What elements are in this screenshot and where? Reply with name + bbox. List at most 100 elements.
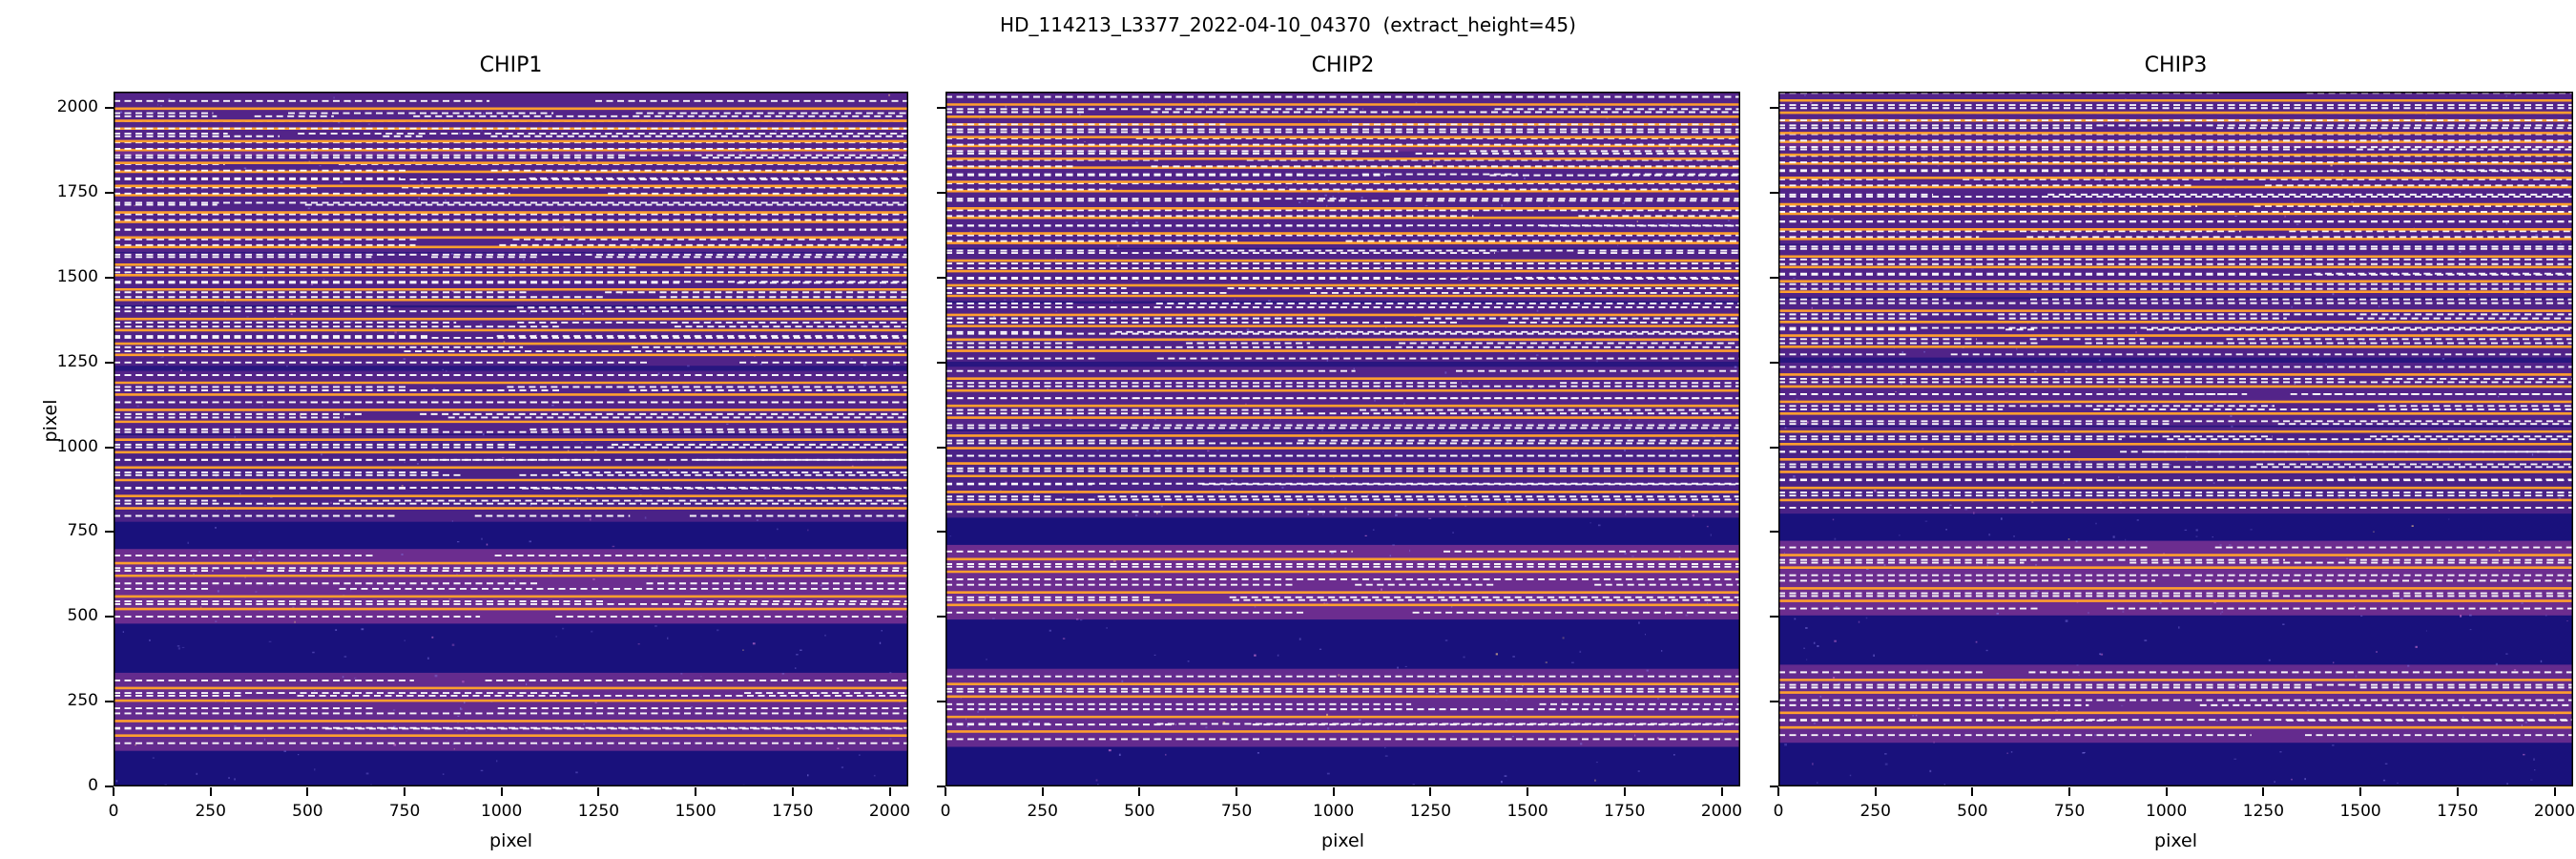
y-tick-mark	[937, 446, 945, 449]
y-tick-mark	[105, 701, 114, 703]
x-tick-mark	[1720, 787, 1723, 796]
y-tick-mark	[937, 191, 945, 194]
x-tick-mark	[2359, 787, 2362, 796]
y-tick-mark	[1770, 531, 1778, 534]
y-tick-mark	[105, 531, 114, 534]
y-tick-mark	[1770, 701, 1778, 703]
x-tick-mark	[1527, 787, 1529, 796]
x-tick-label: 0	[940, 802, 951, 821]
x-tick-mark	[945, 787, 946, 796]
x-tick-mark	[1236, 787, 1238, 796]
y-tick-mark	[937, 786, 945, 787]
x-tick-mark	[597, 787, 600, 796]
y-tick-mark	[937, 701, 945, 703]
x-tick-mark	[1332, 787, 1335, 796]
x-tick-label: 250	[1859, 802, 1891, 821]
x-tick-label: 250	[1027, 802, 1058, 821]
y-tick-label: 1750	[56, 181, 98, 201]
x-tick-label: 500	[1957, 802, 1988, 821]
x-tick-mark	[888, 787, 891, 796]
x-tick-mark	[1041, 787, 1044, 796]
y-tick-label: 250	[67, 691, 98, 711]
y-tick-mark	[1770, 191, 1778, 194]
chip3-spectral-image	[1778, 92, 2573, 786]
y-tick-mark	[105, 191, 114, 194]
y-tick-mark	[105, 276, 114, 279]
chip3-x-axis-label: pixel	[2154, 830, 2197, 851]
chip2-x-axis-label: pixel	[1321, 830, 1364, 851]
x-tick-label: 1000	[2146, 802, 2188, 821]
y-tick-label: 1250	[56, 351, 98, 371]
y-tick-mark	[1770, 361, 1778, 364]
x-tick-mark	[791, 787, 794, 796]
x-tick-label: 1500	[675, 802, 717, 821]
x-tick-label: 1250	[2242, 802, 2285, 821]
y-tick-mark	[1770, 446, 1778, 449]
x-tick-mark	[1623, 787, 1626, 796]
x-tick-label: 250	[195, 802, 226, 821]
y-tick-label: 0	[88, 776, 98, 795]
x-tick-label: 1000	[1313, 802, 1355, 821]
x-tick-mark	[2262, 787, 2265, 796]
chip2-title: CHIP2	[1311, 53, 1375, 77]
y-tick-label: 750	[67, 521, 98, 541]
x-tick-mark	[1874, 787, 1877, 796]
x-tick-mark	[306, 787, 309, 796]
y-tick-mark	[937, 107, 945, 110]
x-tick-label: 2000	[1700, 802, 1743, 821]
x-tick-mark	[500, 787, 503, 796]
y-tick-mark	[937, 616, 945, 618]
chip2-spectral-image	[945, 92, 1740, 786]
y-tick-label: 1000	[56, 436, 98, 456]
x-tick-label: 500	[1124, 802, 1155, 821]
chip1-panel: CHIP1 0 250 500 750 1000 1250 1500 1750 2000 0 25…	[40, 53, 910, 851]
x-tick-label: 1500	[2339, 802, 2381, 821]
x-tick-mark	[209, 787, 212, 796]
x-tick-label: 0	[1773, 802, 1784, 821]
y-tick-label: 2000	[56, 97, 98, 117]
chip2-panel: CHIP2 0 250 500 750 1000 1250 1500 1750 2000 pix…	[937, 53, 1742, 851]
x-tick-mark	[1971, 787, 1974, 796]
x-tick-mark	[695, 787, 697, 796]
chip3-title: CHIP3	[2144, 53, 2208, 77]
y-tick-mark	[105, 446, 114, 449]
x-tick-label: 1250	[1409, 802, 1452, 821]
x-tick-label: 1750	[2437, 802, 2479, 821]
x-tick-mark	[2068, 787, 2071, 796]
x-tick-label: 1000	[481, 802, 523, 821]
x-tick-label: 1250	[577, 802, 620, 821]
y-tick-mark	[1770, 616, 1778, 618]
chip1-title: CHIP1	[479, 53, 543, 77]
chip3-panel: CHIP3 0 250 500 750 1000 1250 1500 1750 2000 pix…	[1770, 53, 2575, 851]
x-tick-mark	[1429, 787, 1432, 796]
x-tick-mark	[404, 787, 406, 796]
x-tick-mark	[1138, 787, 1141, 796]
x-tick-mark	[1777, 787, 1779, 796]
x-tick-mark	[2456, 787, 2459, 796]
y-tick-label: 500	[67, 606, 98, 626]
x-tick-mark	[2165, 787, 2168, 796]
x-tick-label: 750	[388, 802, 421, 821]
x-tick-mark	[2553, 787, 2556, 796]
y-axis-label: pixel	[40, 399, 61, 443]
y-tick-mark	[1770, 786, 1778, 787]
x-tick-label: 1750	[1604, 802, 1646, 821]
chip1-spectral-image	[114, 92, 908, 786]
x-tick-label: 750	[2053, 802, 2086, 821]
y-tick-mark	[1770, 276, 1778, 279]
y-tick-mark	[105, 107, 114, 110]
y-tick-mark	[937, 276, 945, 279]
y-tick-mark	[1770, 107, 1778, 110]
x-tick-label: 2000	[868, 802, 911, 821]
figure-title: HD_114213_L3377_2022-04-10_04370 (extrac…	[1000, 13, 1576, 36]
y-tick-mark	[105, 361, 114, 364]
y-tick-mark	[105, 616, 114, 618]
x-tick-label: 0	[108, 802, 119, 821]
x-tick-label: 2000	[2533, 802, 2576, 821]
x-tick-label: 1500	[1506, 802, 1548, 821]
x-tick-label: 750	[1220, 802, 1253, 821]
y-tick-mark	[937, 531, 945, 534]
y-tick-label: 1500	[56, 266, 98, 286]
chip1-x-axis-label: pixel	[489, 830, 532, 851]
